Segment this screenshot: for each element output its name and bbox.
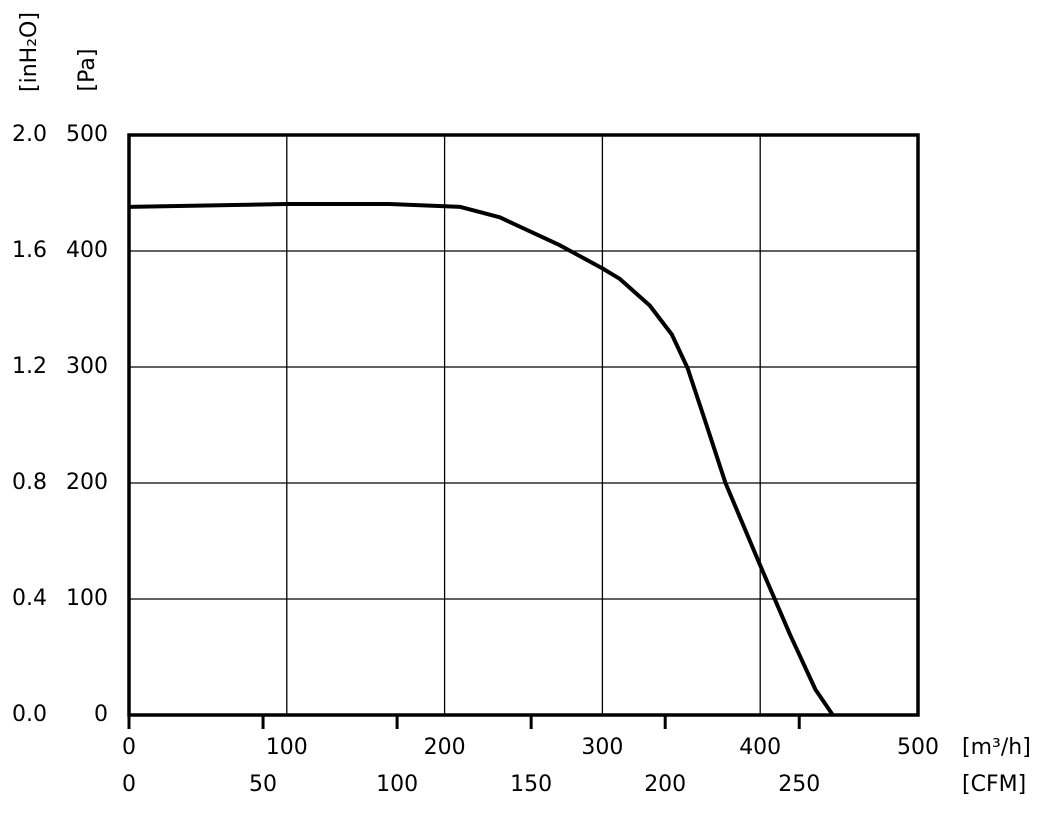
x-axis-label: [m³/h] (962, 735, 1031, 760)
x-tick-label: 500 (897, 735, 939, 760)
x2-tick-label: 150 (510, 772, 552, 797)
y2-axis-label: [inH₂O] (17, 12, 42, 92)
y-tick-label: 0 (94, 702, 108, 727)
x2-tick-label: 100 (376, 772, 418, 797)
x2-axis-label: [CFM] (962, 772, 1026, 797)
y-tick-label: 100 (66, 586, 108, 611)
y2-tick-label: 1.2 (12, 354, 47, 379)
curve (128, 202, 835, 717)
x2-tick-label: 250 (778, 772, 820, 797)
x-tick-label: 100 (266, 735, 308, 760)
y-tick-label: 200 (66, 470, 108, 495)
y2-tick-label: 0.0 (12, 702, 47, 727)
x-tick-label: 0 (122, 735, 136, 760)
y-tick-label: 500 (66, 122, 108, 147)
x-tick-label: 300 (581, 735, 623, 760)
x2-tick-label: 50 (249, 772, 277, 797)
y2-tick-label: 0.8 (12, 470, 47, 495)
y-tick-label: 300 (66, 354, 108, 379)
y2-tick-label: 0.4 (12, 586, 47, 611)
y2-tick-label: 2.0 (12, 122, 47, 147)
x2-tick-label: 0 (122, 772, 136, 797)
y-axis-label: [Pa] (75, 49, 100, 92)
x-tick-label: 400 (739, 735, 781, 760)
x-tick-label: 200 (424, 735, 466, 760)
plot-frame (127, 133, 920, 717)
y-tick-label: 400 (66, 238, 108, 263)
x2-tick-label: 200 (644, 772, 686, 797)
y2-tick-label: 1.6 (12, 238, 47, 263)
